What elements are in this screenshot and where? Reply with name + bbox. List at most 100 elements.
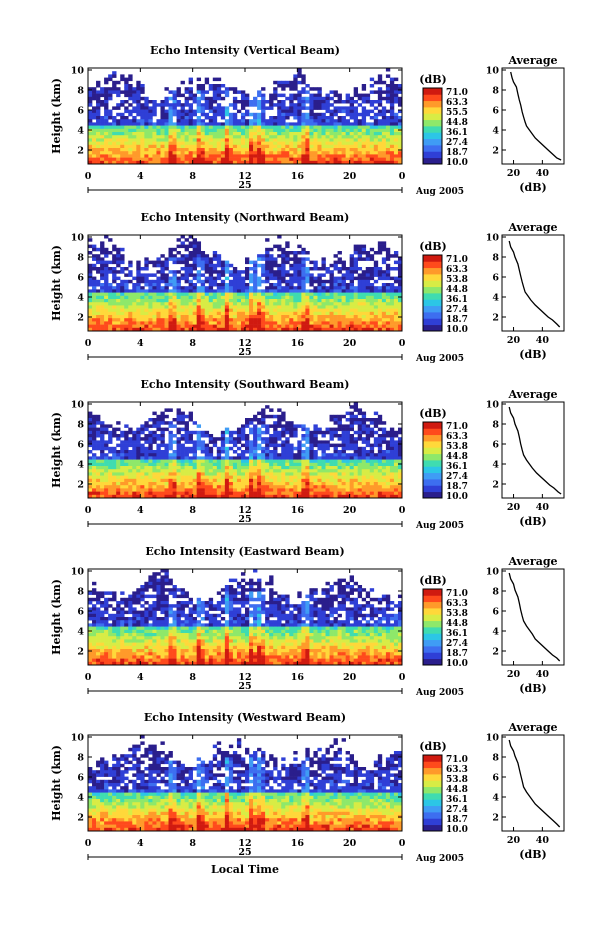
heatmap-cell (293, 462, 298, 467)
heatmap-cell (325, 453, 330, 457)
heatmap-cell (317, 466, 322, 470)
heatmap-cell (285, 122, 290, 126)
heatmap-cell (240, 154, 246, 158)
heatmap-cell (353, 485, 359, 489)
heatmap-cell (176, 305, 181, 309)
heatmap-cell (108, 128, 113, 133)
heatmap-cell (253, 144, 258, 149)
heatmap-cell (361, 327, 367, 332)
heatmap-cell (381, 247, 387, 252)
heatmap-cell (253, 299, 258, 303)
heatmap-cell (317, 430, 322, 435)
heatmap-cell (204, 453, 210, 457)
heatmap-cell (341, 160, 346, 165)
heatmap-cell (281, 286, 286, 290)
heatmap-cell (273, 324, 278, 329)
heatmap-cell (240, 437, 246, 441)
heatmap-cell (253, 324, 258, 329)
heatmap-cell (345, 305, 350, 309)
heatmap-cell (164, 151, 169, 155)
heatmap-cell (257, 418, 262, 422)
heatmap-cell (289, 263, 294, 268)
heatmap-cell (160, 132, 165, 136)
heatmap-cell (261, 491, 266, 496)
heatmap-cell (184, 421, 189, 425)
heatmap-cell (253, 122, 258, 126)
heatmap-cell (208, 135, 214, 139)
heatmap-cell (228, 132, 234, 136)
heatmap-cell (349, 469, 354, 473)
heatmap-cell (393, 125, 399, 130)
heatmap-cell (397, 116, 403, 120)
heatmap-cell (208, 469, 214, 473)
heatmap-cell (184, 122, 189, 126)
heatmap-cell (128, 132, 133, 136)
heatmap-cell (293, 321, 298, 325)
heatmap-cell (188, 302, 193, 306)
heatmap-cell (325, 148, 330, 152)
heatmap-cell (301, 267, 306, 271)
heatmap-cell (124, 478, 129, 483)
heatmap-cell (309, 315, 314, 319)
heatmap-cell (148, 446, 153, 451)
heatmap-cell (397, 295, 403, 300)
heatmap-cell (124, 302, 129, 306)
heatmap-cell (325, 472, 330, 476)
heatmap-cell (176, 87, 181, 91)
heatmap-cell (164, 488, 169, 492)
heatmap-cell (132, 96, 137, 101)
heatmap-cell (220, 132, 226, 136)
heatmap-cell (156, 315, 161, 319)
heatmap-cell (301, 305, 306, 309)
heatmap-cell (200, 96, 206, 101)
heatmap-cell (385, 321, 391, 325)
heatmap-cell (285, 160, 290, 165)
heatmap-cell (108, 324, 113, 329)
heatmap-cell (349, 491, 354, 496)
heatmap-cell (96, 421, 101, 425)
heatmap-cell (148, 466, 153, 470)
heatmap-cell (88, 414, 93, 419)
heatmap-cell (128, 93, 133, 98)
heatmap-cell (277, 311, 282, 316)
heatmap-cell (337, 418, 342, 422)
heatmap-cell (333, 160, 338, 165)
heatmap-cell (265, 299, 270, 303)
heatmap-cell (377, 270, 383, 274)
heatmap-cell (184, 437, 189, 441)
heatmap-cell (321, 462, 326, 467)
heatmap-cell (112, 270, 117, 274)
heatmap-cell (188, 315, 193, 319)
heatmap-cell (208, 138, 214, 142)
heatmap-cell (353, 100, 359, 104)
heatmap-cell (208, 154, 214, 158)
heatmap-cell (92, 315, 97, 319)
heatmap-cell (88, 270, 93, 274)
heatmap-cell (124, 119, 129, 123)
heatmap-cell (152, 106, 157, 110)
heatmap-cell (204, 315, 210, 319)
heatmap-cell (92, 308, 97, 313)
heatmap-cell (100, 475, 105, 480)
heatmap-cell (253, 128, 258, 133)
heatmap-cell (321, 279, 326, 284)
heatmap-cell (309, 267, 314, 271)
heatmap-cell (116, 321, 121, 325)
heatmap-cell (353, 446, 359, 451)
heatmap-cell (345, 482, 350, 486)
heatmap-cell (152, 289, 157, 293)
heatmap-cell (309, 462, 314, 467)
x-tick-label: 16 (291, 338, 305, 349)
heatmap-cell (140, 462, 145, 467)
heatmap-cell (156, 472, 161, 476)
heatmap-cell (341, 144, 346, 149)
colorbar-swatch (423, 324, 442, 332)
heatmap-cell (96, 315, 101, 319)
heatmap-cell (212, 160, 218, 165)
heatmap-cell (220, 295, 226, 300)
heatmap-cell (269, 459, 274, 464)
x-tick-label: 0 (85, 338, 92, 349)
heatmap-cell (317, 475, 322, 480)
heatmap-cell (393, 138, 399, 142)
heatmap-cell (349, 440, 354, 444)
